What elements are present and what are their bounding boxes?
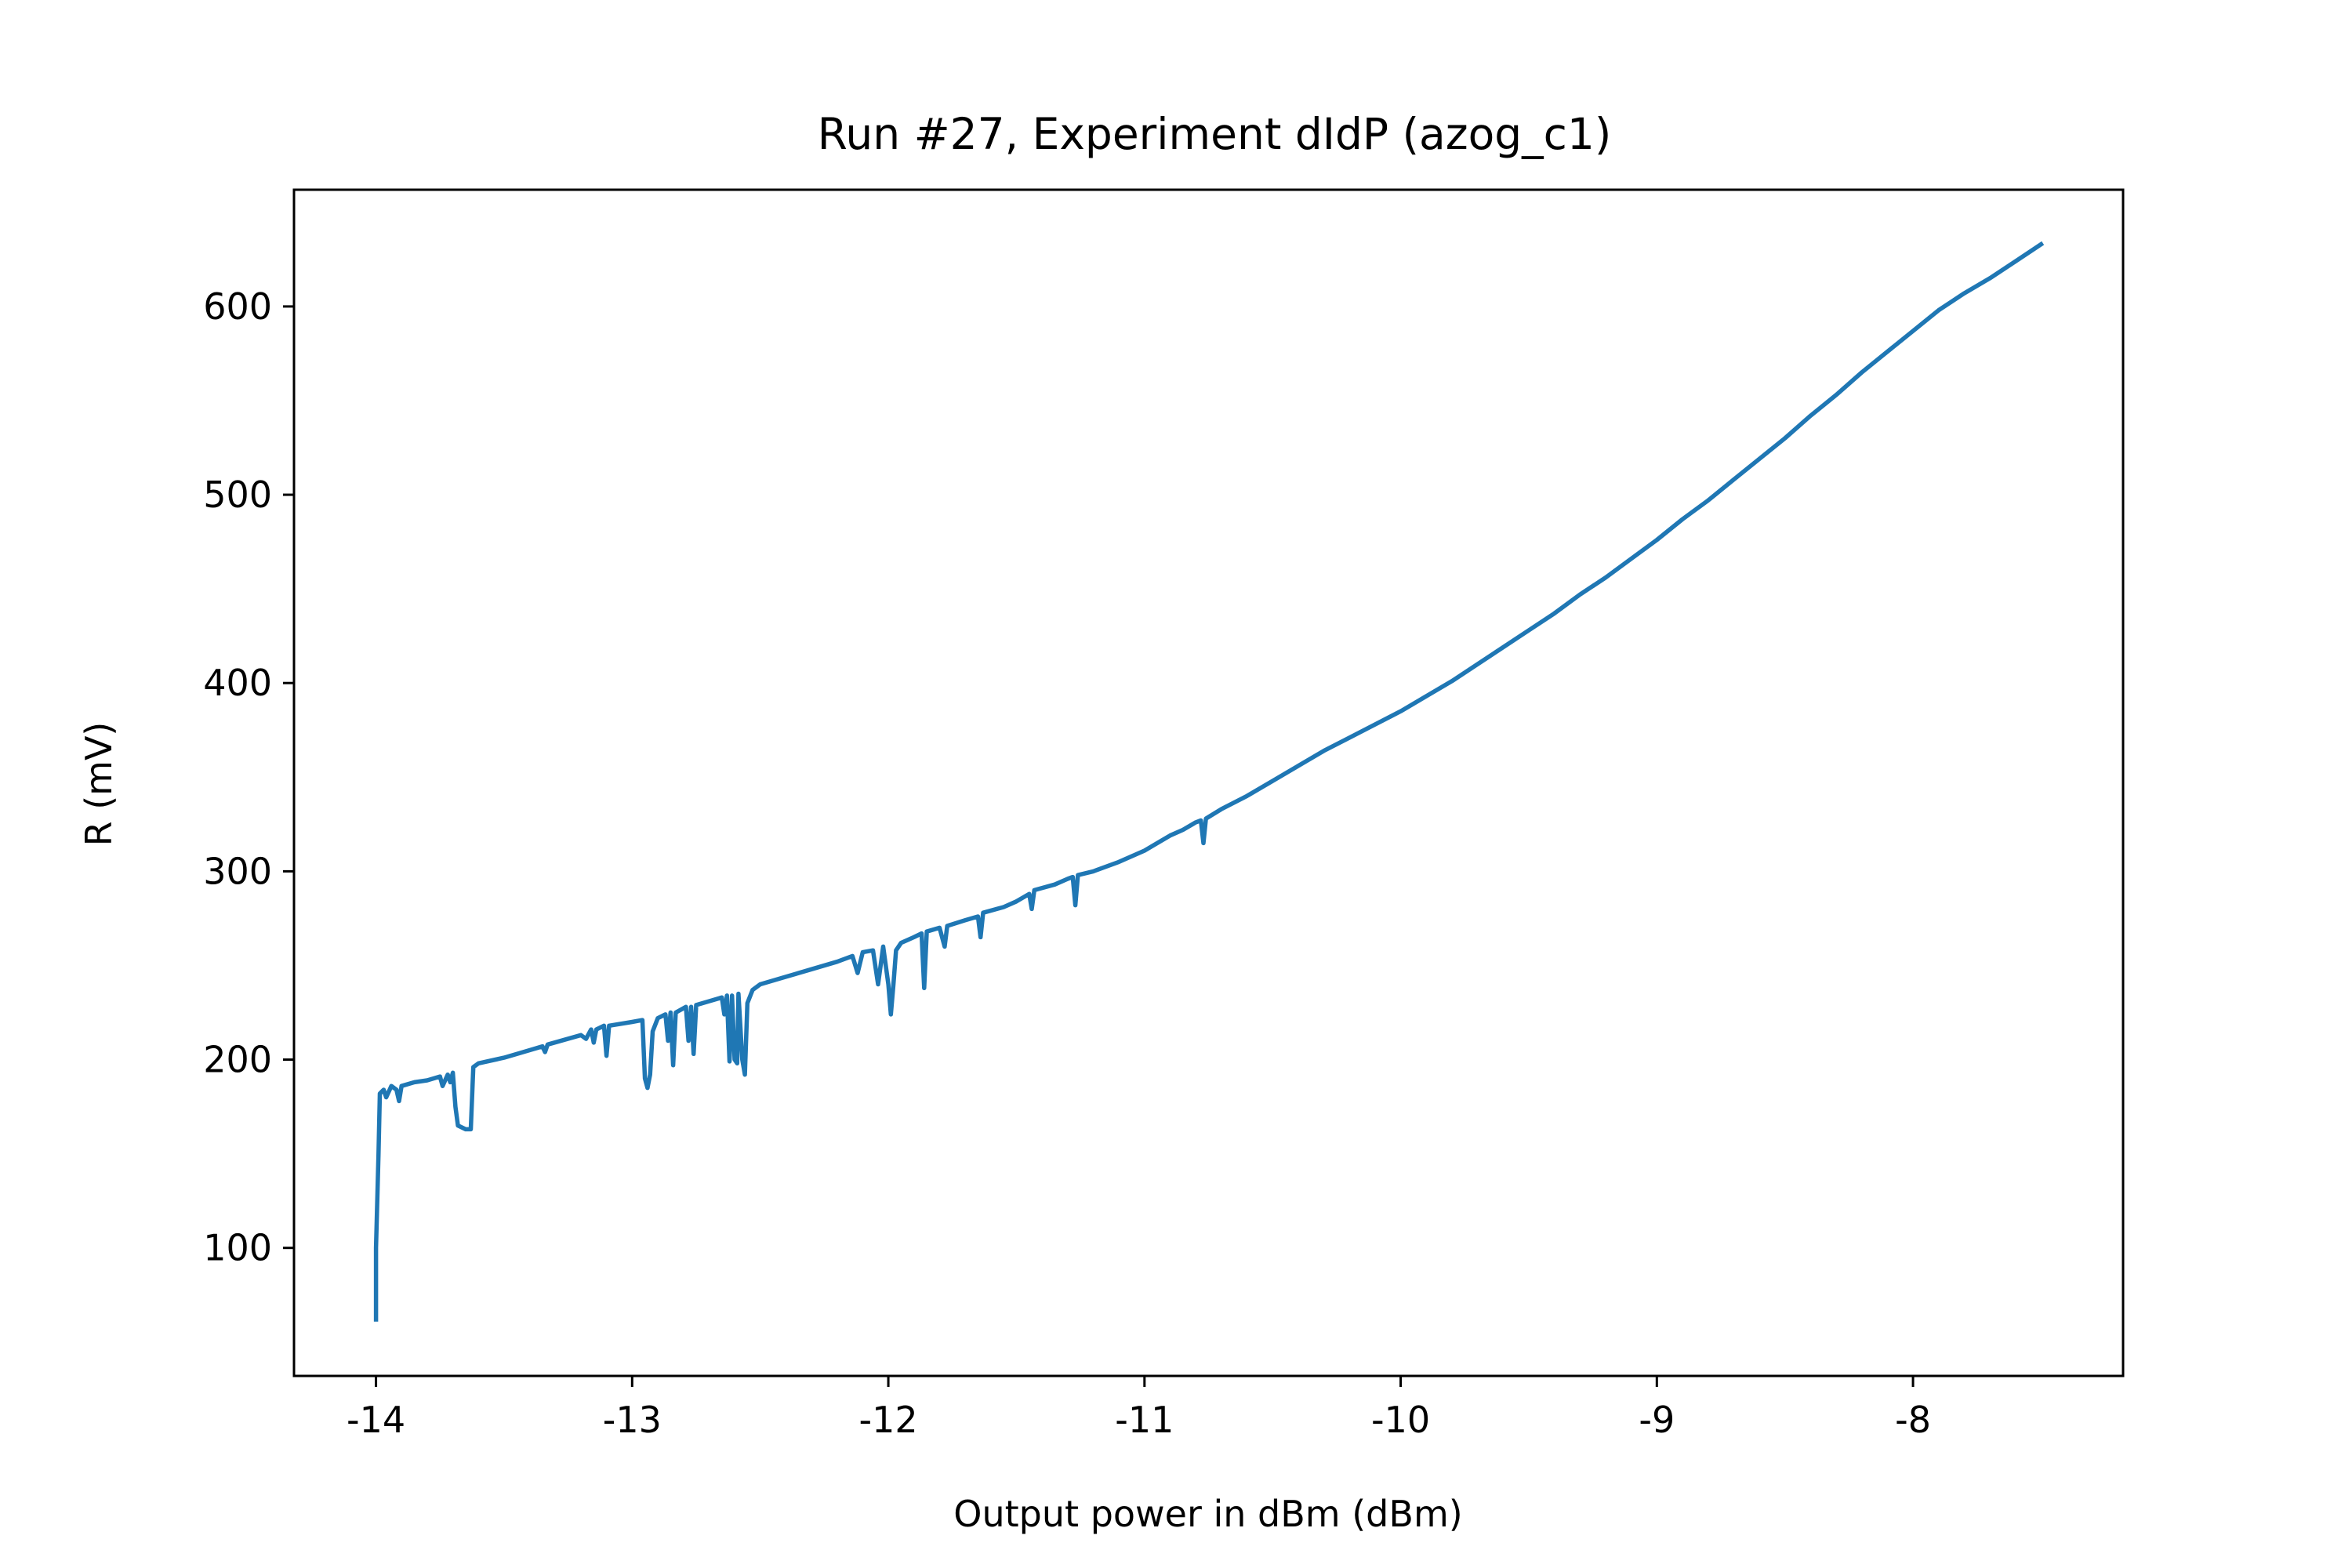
plot-frame [292,188,2125,1377]
y-tick-label: 100 [203,1227,272,1269]
x-tick-label: -9 [1639,1399,1675,1441]
x-axis-label: Output power in dBm (dBm) [953,1493,1462,1535]
y-axis-ticks: 100 200 300 400 500 600 [203,285,294,1269]
x-tick-label: -11 [1115,1399,1174,1441]
y-tick-label: 400 [203,662,272,704]
y-tick-label: 500 [203,474,272,516]
series-line [373,241,2045,1322]
x-tick-label: -8 [1895,1399,1931,1441]
y-tick-label: 200 [203,1039,272,1081]
x-tick-label: -13 [603,1399,662,1441]
x-tick-label: -12 [858,1399,917,1441]
chart-title: Run #27, Experiment dIdP (azog_c1) [818,109,1612,159]
x-tick-label: -10 [1371,1399,1430,1441]
x-tick-label: -14 [347,1399,405,1441]
y-tick-label: 300 [203,850,272,892]
x-axis-ticks: -14 -13 -12 -11 -10 -9 -8 [347,1376,1931,1441]
y-axis-label: R (mV) [78,722,120,847]
y-tick-label: 600 [203,285,272,328]
plot-area [292,188,2125,1377]
